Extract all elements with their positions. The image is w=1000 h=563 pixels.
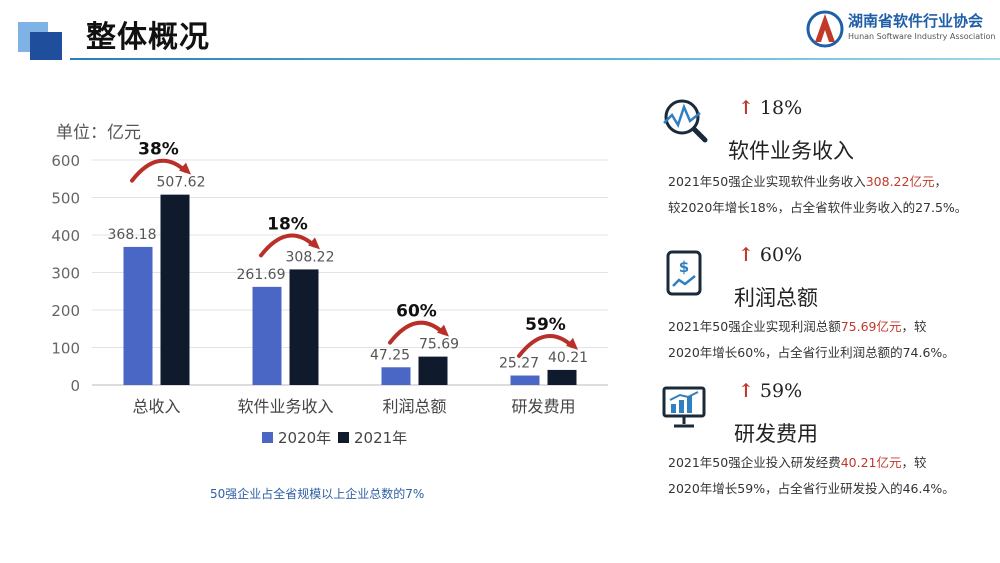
growth-text: 59% [759, 380, 803, 402]
svg-text:$: $ [679, 258, 689, 276]
desc-line-2: 2020年增长60%，占全省行业利润总额的74.6%。 [668, 345, 955, 360]
data-label: 47.25 [370, 347, 410, 363]
growth-arrowhead [437, 324, 449, 337]
legend-swatch [262, 432, 273, 443]
growth-label: 18% [267, 214, 308, 234]
growth-label: 38% [138, 140, 179, 160]
growth-value: ↑ 18% [738, 97, 802, 119]
data-label: 261.69 [237, 267, 286, 283]
data-label: 40.21 [548, 350, 588, 366]
desc-line-1: 2021年50强企业实现软件业务收入308.22亿元， [668, 174, 947, 189]
data-label: 75.69 [419, 337, 459, 353]
bar [418, 356, 448, 385]
desc-line-1: 2021年50强企业投入研发经费40.21亿元，较 [668, 455, 927, 470]
up-arrow-icon: ↑ [738, 244, 754, 266]
y-tick-label: 200 [51, 302, 80, 320]
growth-arrowhead [566, 337, 578, 350]
bar [289, 269, 319, 385]
panel-total-profit: $ ↑ 60% 利润总额 2021年50强企业实现利润总额75.69亿元，较 20… [650, 242, 995, 372]
legend-label: 2020年 [278, 429, 331, 447]
panel-description: 2021年50强企业投入研发经费40.21亿元，较 2020年增长59%，占全省… [668, 450, 955, 502]
panel-title: 研发费用 [734, 422, 818, 446]
x-tick-label: 研发费用 [511, 397, 575, 416]
corner-logo-mark [18, 22, 62, 60]
growth-arrow [130, 158, 187, 183]
bar [160, 194, 190, 385]
bar [510, 375, 540, 385]
bar [547, 369, 577, 385]
growth-value: ↑ 59% [738, 380, 802, 402]
data-label: 308.22 [286, 249, 335, 265]
desc-line-2: 2020年增长59%，占全省行业研发投入的46.4%。 [668, 481, 955, 496]
up-arrow-icon: ↑ [738, 97, 754, 119]
bar [123, 246, 153, 385]
association-name-cn: 湖南省软件行业协会 [848, 12, 984, 30]
desc-line-2: 较2020年增长18%，占全省软件业务收入的27.5%。 [668, 200, 968, 215]
panel-title: 利润总额 [734, 286, 818, 310]
y-tick-label: 400 [51, 227, 80, 245]
growth-arrowhead [308, 237, 320, 250]
x-tick-label: 软件业务收入 [237, 397, 333, 416]
data-label: 25.27 [499, 356, 539, 372]
growth-arrow [517, 334, 574, 358]
chart-magnifier-icon [663, 99, 708, 143]
tablet-dollar-icon: $ [666, 250, 702, 296]
panel-description: 2021年50强企业实现软件业务收入308.22亿元， 较2020年增长18%，… [668, 169, 967, 221]
x-tick-label: 利润总额 [382, 397, 446, 416]
bar [381, 367, 411, 385]
y-tick-label: 0 [70, 377, 80, 395]
growth-text: 60% [759, 244, 803, 266]
panel-software-revenue: ↑ 18% 软件业务收入 2021年50强企业实现软件业务收入308.22亿元， … [650, 95, 995, 225]
legend-swatch [338, 432, 349, 443]
data-label: 507.62 [157, 175, 206, 191]
header-divider [70, 58, 1000, 60]
x-tick-label: 总收入 [132, 397, 180, 416]
legend-label: 2021年 [354, 429, 407, 447]
growth-arrow [388, 320, 445, 345]
panel-rd-expense: ↑ 59% 研发费用 2021年50强企业投入研发经费40.21亿元，较 2020… [650, 378, 995, 508]
y-tick-label: 600 [51, 152, 80, 170]
association-emblem-icon [806, 10, 844, 48]
chart-unit-label: 单位：亿元 [56, 123, 141, 143]
data-label: 368.18 [108, 227, 157, 243]
panel-title: 软件业务收入 [728, 139, 854, 163]
y-tick-label: 500 [51, 190, 80, 208]
growth-label: 60% [396, 302, 437, 322]
bar [252, 286, 282, 385]
up-arrow-icon: ↑ [738, 380, 754, 402]
panel-description: 2021年50强企业实现利润总额75.69亿元，较 2020年增长60%，占全省… [668, 314, 955, 366]
chart-caption: 50强企业占全省规模以上企业总数的7% [210, 487, 425, 501]
monitor-chart-icon [662, 386, 706, 428]
growth-text: 18% [759, 97, 803, 119]
growth-arrowhead [179, 162, 191, 175]
growth-label: 59% [525, 315, 566, 335]
association-name-en: Hunan Software Industry Association [848, 32, 996, 41]
growth-value: ↑ 60% [738, 244, 802, 266]
bar-chart: 0 100 200 300 400 500 600 368.18 507.62 总收入 38% 261… [51, 140, 608, 447]
page-title: 整体概况 [86, 20, 210, 55]
y-tick-label: 100 [51, 340, 80, 358]
y-tick-label: 300 [51, 265, 80, 283]
desc-line-1: 2021年50强企业实现利润总额75.69亿元，较 [668, 319, 927, 334]
association-logo: 湖南省软件行业协会 Hunan Software Industry Associ… [806, 8, 995, 54]
growth-arrow [259, 233, 316, 258]
